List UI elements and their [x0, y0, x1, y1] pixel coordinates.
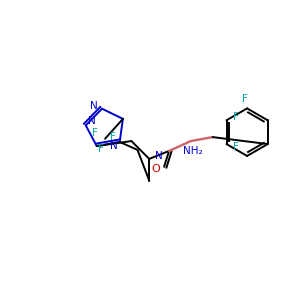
Text: F: F	[242, 94, 248, 104]
Text: F: F	[92, 128, 98, 138]
Text: N: N	[90, 101, 98, 111]
Text: F: F	[110, 132, 116, 142]
Text: F: F	[233, 112, 239, 122]
Text: F: F	[233, 142, 239, 152]
Text: N: N	[88, 116, 95, 127]
Text: N: N	[155, 151, 163, 161]
Text: F: F	[98, 144, 104, 154]
Text: O: O	[152, 164, 161, 174]
Text: NH₂: NH₂	[183, 146, 203, 156]
Text: N: N	[110, 141, 118, 151]
